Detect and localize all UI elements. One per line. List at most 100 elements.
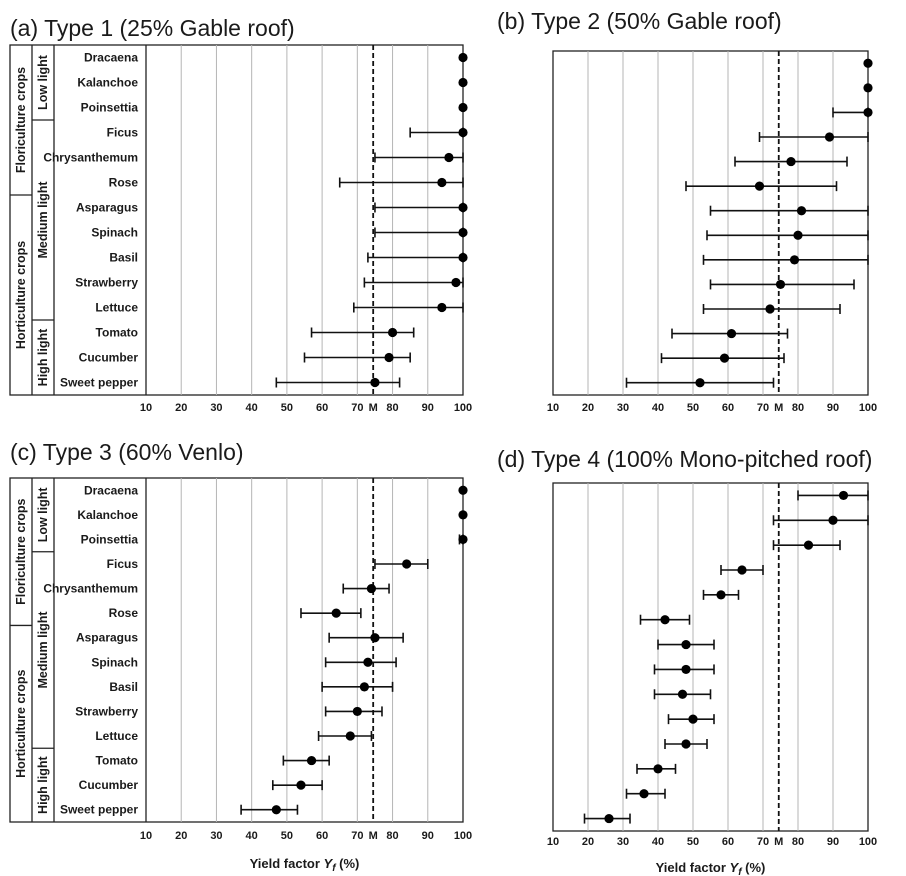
chart-1-light-group-medium-light: Medium light (36, 181, 50, 259)
chart-1-tick-label-20: 20 (175, 402, 187, 414)
chart-4-point-tomato (653, 764, 663, 774)
chart-2-tick-label-70: 70 (757, 402, 769, 414)
chart-3-tick-label-80: 80 (386, 830, 398, 842)
chart-3-point-cucumber (296, 780, 306, 790)
chart-4-tick-label-90: 90 (827, 836, 839, 848)
chart-3-tick-label-30: 30 (210, 830, 222, 842)
chart-3-crop-label-sweet-pepper: Sweet pepper (60, 803, 138, 817)
chart-3-tick-label-100: 100 (454, 830, 472, 842)
chart-3-point-spinach (363, 657, 373, 667)
chart-1-tick-label-80: 80 (386, 402, 398, 414)
chart-4-point-basil (677, 689, 688, 699)
chart-4-frame (552, 482, 869, 832)
chart-1-point-sweet-pepper (370, 377, 380, 388)
chart-4-point-sweet-pepper (604, 813, 614, 824)
chart-3-tick-label-20: 20 (175, 830, 187, 842)
chart-4-point-ficus (737, 565, 747, 575)
chart-2-tick-label-60: 60 (722, 402, 734, 414)
chart-2-tick-label-50: 50 (687, 402, 699, 414)
chart-1-point-lettuce (437, 302, 447, 313)
chart-1-point-dracaena (458, 52, 468, 63)
chart-3-crop-label-strawberry: Strawberry (75, 704, 138, 718)
chart-2-point-spinach (793, 230, 803, 240)
chart-3-crop-label-rose: Rose (109, 606, 139, 620)
chart-2-tick-label-80: 80 (792, 402, 804, 414)
chart-3-point-chrysanthemum (366, 583, 377, 594)
chart-4-point-rose (660, 615, 670, 625)
chart-2-point-ficus (824, 132, 835, 142)
chart-3-title: (c) Type 3 (60% Venlo) (10, 439, 244, 465)
chart-4-point-chrysanthemum (716, 590, 726, 600)
chart-1-point-basil (458, 252, 468, 263)
chart-1-crop-group-floriculture-crops: Floriculture crops (14, 67, 28, 173)
chart-1-crop-label-spinach: Spinach (91, 226, 138, 240)
chart-2-frame (552, 50, 869, 396)
chart-3: (c) Type 3 (60% Venlo) 10 20 30 40 50 60 70 M 80 9… (9, 439, 472, 874)
chart-3-point-dracaena (458, 485, 468, 495)
chart-3-crop-label-kalanchoe: Kalanchoe (77, 508, 138, 522)
chart-4-title: (d) Type 4 (100% Mono-pitched roof) (497, 446, 872, 472)
chart-3-tick-label-50: 50 (281, 830, 293, 842)
chart-1-crop-group-horticulture-crops: Horticulture crops (14, 241, 28, 349)
chart-3-crop-label-asparagus: Asparagus (76, 631, 138, 645)
chart-3-tick-label-60: 60 (316, 830, 328, 842)
chart-4-point-dracaena (838, 490, 849, 501)
chart-2-point-lettuce (765, 304, 775, 314)
chart-1-tick-label-50: 50 (281, 402, 293, 414)
chart-2-point-sweet-pepper (695, 378, 705, 388)
chart-2: (b) Type 2 (50% Gable roof) 10 20 30 40 50 60 7… (497, 8, 877, 414)
chart-3-crop-label-tomato: Tomato (96, 754, 138, 768)
chart-1-crop-label-asparagus: Asparagus (76, 201, 138, 215)
chart-3-point-asparagus (370, 633, 380, 643)
chart-4-x-axis-label: Yield factor Yf (%) (656, 860, 766, 876)
chart-3-tick-label-70: 70 (351, 830, 363, 842)
chart-3-crop-label-chrysanthemum: Chrysanthemum (43, 582, 138, 596)
chart-4-tick-label-50: 50 (687, 836, 699, 848)
chart-1-crop-label-cucumber: Cucumber (79, 351, 139, 365)
chart-1-point-tomato (387, 327, 398, 338)
chart-4-tick-label-10: 10 (547, 836, 559, 848)
chart-1-point-kalanchoe (458, 77, 468, 88)
chart-2-point-cucumber (719, 353, 730, 363)
chart-3-crop-label-cucumber: Cucumber (79, 778, 139, 792)
chart-3-light-group-medium-light: Medium light (36, 611, 50, 689)
chart-3-crop-label-basil: Basil (109, 680, 138, 694)
chart-2-tick-label-100: 100 (859, 402, 877, 414)
chart-3-crop-label-ficus: Ficus (107, 557, 139, 571)
chart-1: (a) Type 1 (25% Gable roof) 10 20 30 40 50 60 7… (9, 15, 472, 414)
chart-4-tick-label-m: M (774, 836, 783, 848)
chart-2-point-asparagus (796, 206, 807, 216)
chart-3-point-lettuce (345, 731, 355, 741)
chart-1-point-asparagus (458, 202, 468, 213)
chart-3-point-tomato (306, 755, 317, 766)
chart-2-point-poinsettia (863, 107, 873, 118)
chart-1-crop-label-poinsettia: Poinsettia (81, 101, 139, 115)
chart-4-point-lettuce (681, 739, 691, 749)
chart-3-point-sweet-pepper (271, 805, 281, 815)
chart-3-light-group-high-light: High light (36, 755, 50, 813)
chart-1-point-poinsettia (458, 102, 468, 113)
chart-3-tick-label-90: 90 (422, 830, 434, 842)
chart-1-crop-label-dracaena: Dracaena (84, 51, 138, 65)
chart-1-tick-label-70: 70 (351, 402, 363, 414)
chart-4-point-strawberry (688, 714, 698, 724)
chart-3-point-basil (359, 682, 369, 692)
chart-1-point-rose (437, 177, 447, 188)
chart-1-crop-label-rose: Rose (109, 176, 139, 190)
chart-4-tick-label-20: 20 (582, 836, 594, 848)
chart-2-tick-label-30: 30 (617, 402, 629, 414)
chart-1-crop-label-basil: Basil (109, 251, 138, 265)
chart-4-point-kalanchoe (828, 515, 838, 525)
chart-3-point-poinsettia (458, 534, 468, 545)
chart-3-point-rose (331, 608, 341, 618)
chart-4-tick-label-30: 30 (617, 836, 629, 848)
chart-1-tick-label-10: 10 (140, 402, 152, 414)
chart-2-point-strawberry (775, 279, 786, 290)
chart-2-point-tomato (726, 328, 737, 339)
chart-4-tick-label-80: 80 (792, 836, 804, 848)
chart-3-point-strawberry (352, 706, 362, 717)
chart-1-point-ficus (458, 127, 468, 138)
chart-4-tick-label-100: 100 (859, 836, 877, 848)
chart-1-crop-label-lettuce: Lettuce (95, 301, 138, 315)
chart-1-frame (9, 44, 464, 396)
